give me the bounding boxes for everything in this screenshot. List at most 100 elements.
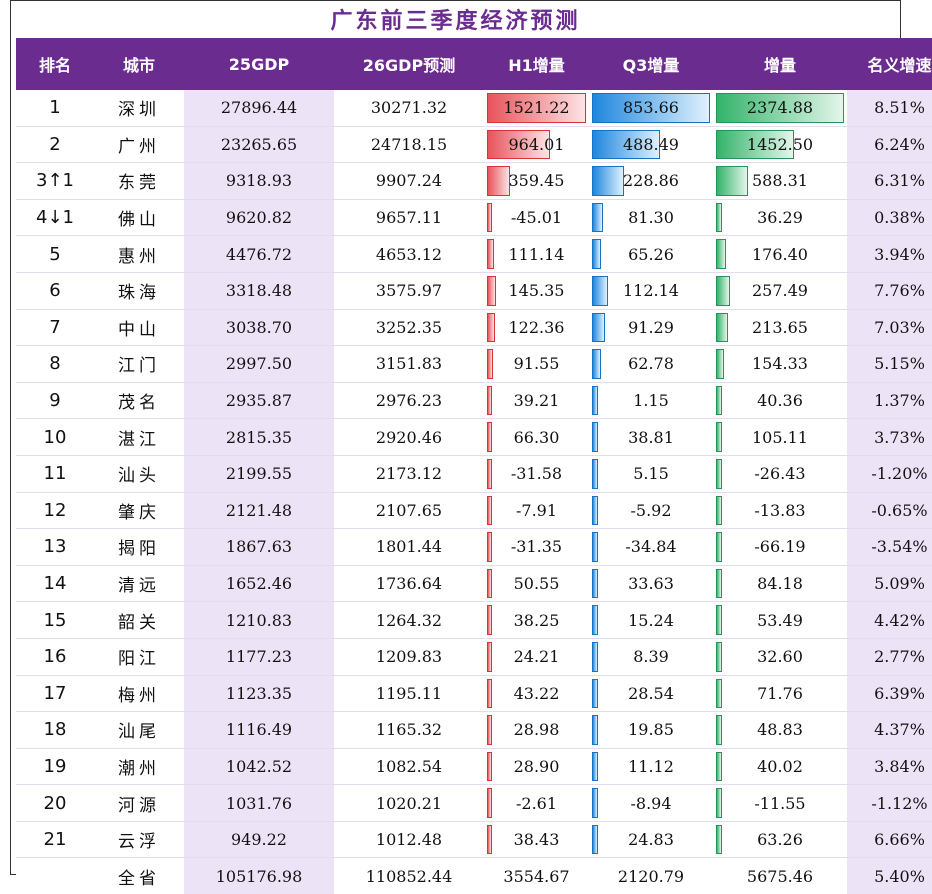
h1-cell-value: 43.22	[513, 683, 560, 703]
city-cell: 湛江	[94, 418, 184, 456]
increment-cell: 5675.46	[713, 857, 847, 894]
q3-cell-bar	[592, 239, 601, 269]
gdp25-cell: 2199.55	[184, 455, 334, 493]
h1-cell-value: -45.01	[510, 208, 563, 228]
q3-cell-bar	[592, 788, 598, 818]
growth-cell: 6.66%	[847, 821, 932, 859]
table-row: 3↑1 东莞 9318.93 9907.24 359.45 228.86 588.31 6.3…	[16, 162, 932, 200]
growth-cell: -1.20%	[847, 455, 932, 493]
city-cell: 肇庆	[94, 492, 184, 530]
rank-cell: 11	[16, 455, 94, 493]
q3-cell-bar	[592, 495, 598, 526]
increment-cell-bar	[716, 458, 723, 489]
growth-cell: -1.12%	[847, 784, 932, 822]
q3-cell: 38.81	[589, 418, 713, 456]
rank-cell: 4↓1	[16, 199, 94, 237]
h1-cell-value: 66.30	[513, 427, 560, 447]
gdp25-cell: 1042.52	[184, 748, 334, 786]
header-row: 排名 城市 25GDP 26GDP预测 H1增量 Q3增量 增量 名义增速	[16, 38, 932, 90]
increment-cell: -13.83	[713, 492, 847, 530]
h1-cell-bar	[487, 422, 492, 452]
q3-cell-bar	[592, 385, 598, 416]
q3-cell-value: 5.15	[633, 464, 669, 484]
increment-cell-value: 105.11	[752, 427, 808, 447]
q3-cell-value: 91.29	[628, 317, 674, 337]
growth-cell: 2.77%	[847, 638, 932, 676]
h1-cell-bar	[487, 129, 550, 160]
increment-cell-bar	[716, 495, 723, 526]
gdp26-cell: 30271.32	[334, 90, 484, 127]
increment-cell-value: 1452.50	[746, 134, 814, 154]
city-cell: 潮州	[94, 748, 184, 786]
q3-cell-value: -8.94	[630, 793, 672, 813]
growth-cell: -0.65%	[847, 492, 932, 530]
rank-cell: 17	[16, 675, 94, 713]
q3-cell-value: 15.24	[628, 610, 674, 630]
q3-cell-value: 8.39	[633, 647, 669, 667]
increment-cell-bar	[716, 166, 748, 196]
h1-cell-value: -31.35	[510, 537, 563, 557]
table-row: 17 梅州 1123.35 1195.11 43.22 28.54 71.76 6.39%	[16, 675, 932, 713]
h1-cell: 66.30	[484, 418, 589, 456]
gdp26-cell: 1012.48	[334, 821, 484, 859]
header-q3: Q3增量	[589, 38, 713, 90]
header-city: 城市	[94, 38, 184, 90]
table-row: 18 汕尾 1116.49 1165.32 28.98 19.85 48.83 4.37%	[16, 711, 932, 749]
increment-cell: 71.76	[713, 675, 847, 713]
growth-cell: 6.39%	[847, 675, 932, 713]
increment-cell-value: 32.60	[757, 647, 803, 667]
increment-cell-bar	[716, 93, 844, 123]
city-cell: 茂名	[94, 382, 184, 420]
table-row: 11 汕头 2199.55 2173.12 -31.58 5.15 -26.43 -1.20%	[16, 455, 932, 493]
h1-cell: 38.25	[484, 601, 589, 639]
increment-cell-bar	[716, 641, 723, 672]
q3-cell: 112.14	[589, 272, 713, 310]
table-row: 6 珠海 3318.48 3575.97 145.35 112.14 257.49 7.76%	[16, 272, 932, 310]
city-cell: 江门	[94, 345, 184, 383]
q3-cell-bar	[592, 568, 598, 599]
increment-cell: 32.60	[713, 638, 847, 676]
gdp25-cell: 2815.35	[184, 418, 334, 456]
city-cell: 云浮	[94, 821, 184, 859]
gdp26-cell: 24718.15	[334, 126, 484, 164]
h1-cell: 964.01	[484, 126, 589, 164]
total-row: 全省 105176.98 110852.44 3554.67 2120.79 5675.4…	[16, 857, 932, 894]
h1-cell-value: 91.55	[513, 354, 560, 374]
header-h1: H1增量	[484, 38, 589, 90]
h1-cell: 24.21	[484, 638, 589, 676]
rank-cell: 15	[16, 601, 94, 639]
increment-cell: -66.19	[713, 528, 847, 566]
city-cell: 河源	[94, 784, 184, 822]
increment-cell-value: 36.29	[757, 208, 803, 228]
q3-cell-bar	[592, 824, 598, 855]
gdp26-cell: 110852.44	[334, 857, 484, 894]
q3-cell-value: 33.63	[628, 574, 674, 594]
q3-cell-value: 24.83	[628, 830, 674, 850]
gdp26-cell: 3575.97	[334, 272, 484, 310]
increment-cell: 40.36	[713, 382, 847, 420]
table-row: 8 江门 2997.50 3151.83 91.55 62.78 154.33 5.15%	[16, 345, 932, 383]
rank-cell: 16	[16, 638, 94, 676]
increment-cell-bar	[716, 349, 725, 379]
gdp25-cell: 1652.46	[184, 565, 334, 603]
increment-cell-value: 40.36	[757, 391, 803, 411]
table-row: 15 韶关 1210.83 1264.32 38.25 15.24 53.49 4.42%	[16, 601, 932, 639]
q3-cell: 1.15	[589, 382, 713, 420]
h1-cell-bar	[487, 202, 492, 233]
h1-cell-value: 28.98	[513, 720, 560, 740]
q3-cell: 19.85	[589, 711, 713, 749]
table-row: 9 茂名 2935.87 2976.23 39.21 1.15 40.36 1.37%	[16, 382, 932, 420]
table-row: 2 广州 23265.65 24718.15 964.01 488.49 1452.50 6.…	[16, 126, 932, 164]
h1-cell-bar	[487, 568, 492, 599]
increment-cell-bar	[716, 422, 723, 452]
gdp25-cell: 1116.49	[184, 711, 334, 749]
q3-cell: 15.24	[589, 601, 713, 639]
increment-cell: 105.11	[713, 418, 847, 456]
rank-cell: 12	[16, 492, 94, 530]
q3-cell: 228.86	[589, 162, 713, 200]
gdp26-cell: 9907.24	[334, 162, 484, 200]
increment-cell-value: 63.26	[757, 830, 803, 850]
h1-cell: -45.01	[484, 199, 589, 237]
increment-cell: 213.65	[713, 309, 847, 347]
increment-cell-bar	[716, 532, 723, 562]
